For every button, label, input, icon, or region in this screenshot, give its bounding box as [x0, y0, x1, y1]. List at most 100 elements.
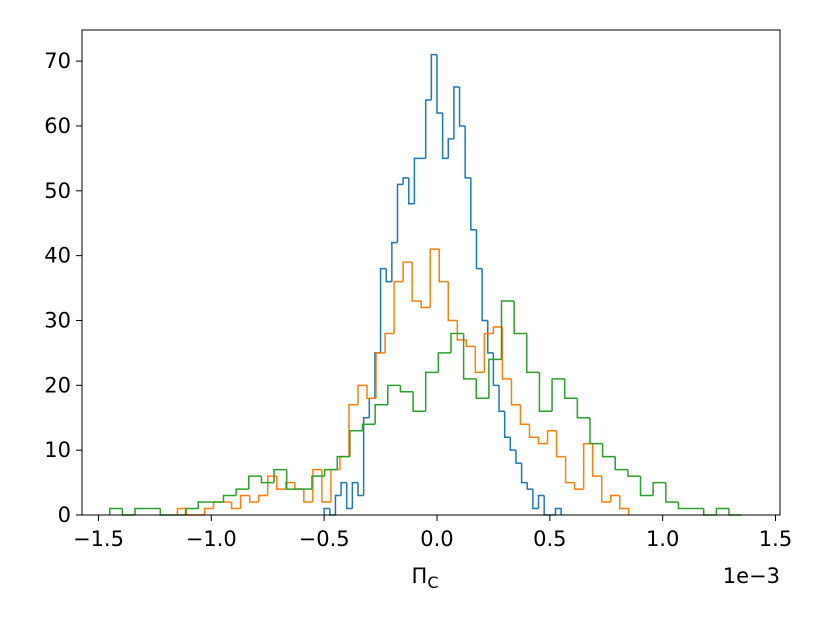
histogram-step [528, 424, 539, 438]
y-tick-label: 70 [44, 49, 71, 73]
histogram-series [323, 53, 562, 516]
histogram-step [197, 501, 211, 509]
plot-frame [81, 29, 781, 516]
histogram-step [230, 502, 241, 510]
histogram-step [357, 384, 368, 405]
y-tick-label: 50 [44, 179, 71, 203]
histogram-step [441, 112, 449, 160]
histogram-step [176, 507, 187, 515]
histogram-step [362, 416, 370, 496]
histogram-step [601, 443, 616, 458]
x-tick-label: 0.5 [533, 527, 566, 551]
histogram-step [609, 494, 620, 503]
histogram-step [513, 301, 527, 335]
histogram-step [639, 476, 654, 497]
x-tick-label: −1.0 [186, 527, 237, 551]
histogram-step [600, 476, 611, 503]
histogram-step [483, 332, 494, 373]
histogram-step [677, 502, 692, 510]
x-axis-label: ΠC [412, 564, 439, 592]
y-tick-label: 60 [44, 114, 71, 138]
histogram-step [563, 378, 578, 400]
histogram-step [248, 495, 259, 503]
histogram-step [573, 482, 584, 490]
histogram-step [348, 404, 358, 457]
histogram-step [393, 280, 404, 334]
histogram-step [312, 468, 322, 503]
histogram-step [538, 372, 553, 413]
histogram-step [462, 333, 477, 380]
histogram-step [500, 300, 515, 360]
x-tick-label: −0.5 [299, 527, 350, 551]
histogram-step [487, 320, 494, 354]
histogram-step [481, 268, 488, 322]
histogram-step [408, 177, 415, 205]
histogram-step [447, 138, 454, 159]
histogram-step [665, 482, 679, 503]
x-offset-text: 1e−3 [723, 564, 780, 588]
histogram-step [532, 489, 539, 510]
histogram-step [273, 468, 287, 483]
histogram-step [447, 281, 458, 322]
histogram-step [336, 455, 350, 470]
histogram-step [537, 494, 545, 509]
histogram-step [627, 469, 641, 477]
histogram-step [453, 86, 460, 139]
histogram-step [260, 476, 275, 484]
histogram-step [387, 384, 401, 405]
histogram-step [361, 423, 376, 431]
histogram-step [503, 411, 511, 438]
histogram-step [430, 53, 437, 101]
histogram-step [429, 248, 440, 308]
histogram-step [470, 177, 477, 231]
histogram-step [239, 494, 250, 509]
histogram-step [109, 507, 123, 515]
histogram-step [391, 241, 398, 282]
histogram-step [501, 326, 512, 380]
histogram-step [509, 437, 516, 451]
histogram-step [285, 481, 295, 490]
histogram-step [474, 346, 485, 374]
histogram-step [375, 352, 386, 399]
histogram-step [349, 429, 363, 457]
histogram-step [551, 378, 565, 412]
histogram-step [458, 87, 466, 127]
histogram-step [526, 333, 540, 374]
x-tick-label: −1.5 [73, 527, 124, 551]
histogram-step [399, 385, 414, 393]
x-tick-label: 0.0 [420, 527, 453, 551]
histogram-step [492, 326, 503, 334]
histogram-step [554, 507, 562, 515]
histogram-step [374, 404, 388, 425]
histogram-step [311, 475, 325, 490]
histogram-step [475, 378, 489, 400]
histogram-step [222, 494, 237, 503]
histogram-series [109, 300, 742, 516]
y-tick-label: 40 [44, 244, 71, 268]
histogram-step [576, 398, 590, 419]
histogram-step [413, 157, 421, 204]
histogram-step [424, 371, 439, 412]
histogram-step [564, 456, 575, 484]
x-tick-label: 1.5 [759, 527, 792, 551]
histogram-step [411, 262, 422, 302]
histogram-step [614, 456, 628, 471]
histogram-step [248, 475, 262, 490]
histogram-step [334, 494, 342, 515]
histogram-step [323, 468, 338, 477]
histogram-step [184, 507, 199, 515]
histogram-step [498, 385, 505, 413]
histogram-step [323, 507, 330, 515]
histogram-step [276, 476, 286, 490]
histogram-step [465, 339, 476, 348]
histogram-step [450, 332, 464, 353]
histogram-step [235, 488, 249, 496]
y-tick-label: 30 [44, 308, 71, 332]
histogram-step [591, 443, 602, 477]
histogram-step [555, 430, 566, 458]
histogram-step [385, 268, 392, 283]
histogram-step [475, 229, 483, 270]
histogram-step [321, 469, 331, 503]
